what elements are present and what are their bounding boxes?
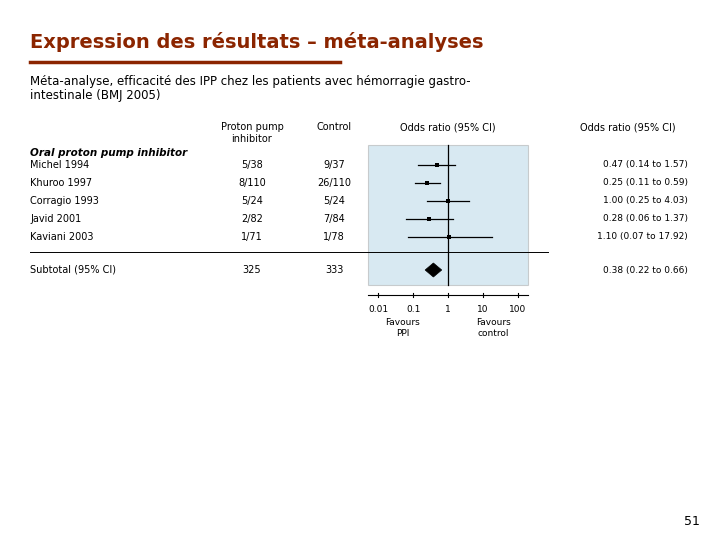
Text: Favours
PPI: Favours PPI [385,318,420,338]
Text: 1/78: 1/78 [323,232,345,242]
Text: 1: 1 [445,305,451,314]
Text: Odds ratio (95% CI): Odds ratio (95% CI) [400,122,496,132]
Text: Méta-analyse, efficacité des IPP chez les patients avec hémorragie gastro-: Méta-analyse, efficacité des IPP chez le… [30,75,471,88]
Text: Michel 1994: Michel 1994 [30,160,89,170]
Text: 26/110: 26/110 [317,178,351,188]
Bar [425,181,429,185]
Text: 10: 10 [477,305,489,314]
Text: 1.10 (0.07 to 17.92): 1.10 (0.07 to 17.92) [598,233,688,241]
Text: intestinale (BMJ 2005): intestinale (BMJ 2005) [30,89,161,102]
Text: 325: 325 [243,265,261,275]
Bar [447,235,451,239]
Text: Control: Control [316,122,351,132]
Text: 8/110: 8/110 [238,178,266,188]
Text: 5/24: 5/24 [241,196,263,206]
Text: Khuroo 1997: Khuroo 1997 [30,178,92,188]
Text: 1.00 (0.25 to 4.03): 1.00 (0.25 to 4.03) [603,197,688,206]
Bar [435,163,438,167]
Text: 5/38: 5/38 [241,160,263,170]
Text: 0.47 (0.14 to 1.57): 0.47 (0.14 to 1.57) [603,160,688,170]
Text: 0.25 (0.11 to 0.59): 0.25 (0.11 to 0.59) [603,179,688,187]
Text: Proton pump
inhibitor: Proton pump inhibitor [220,122,284,144]
Text: 51: 51 [684,515,700,528]
Text: 7/84: 7/84 [323,214,345,224]
Text: 0.1: 0.1 [406,305,420,314]
Polygon shape [425,263,442,277]
Text: Javid 2001: Javid 2001 [30,214,81,224]
Text: Corragio 1993: Corragio 1993 [30,196,99,206]
Bar [368,145,528,285]
Text: 100: 100 [509,305,526,314]
Text: Odds ratio (95% CI): Odds ratio (95% CI) [580,122,676,132]
Text: Kaviani 2003: Kaviani 2003 [30,232,94,242]
Text: 333: 333 [325,265,343,275]
Text: 0.28 (0.06 to 1.37): 0.28 (0.06 to 1.37) [603,214,688,224]
Text: 5/24: 5/24 [323,196,345,206]
Text: Expression des résultats – méta-analyses: Expression des résultats – méta-analyses [30,32,484,52]
Text: Favours
control: Favours control [476,318,510,338]
Text: 9/37: 9/37 [323,160,345,170]
Bar [446,199,450,203]
Bar [427,217,431,221]
Text: 2/82: 2/82 [241,214,263,224]
Text: 0.38 (0.22 to 0.66): 0.38 (0.22 to 0.66) [603,266,688,274]
Text: 0.01: 0.01 [369,305,389,314]
Text: 1/71: 1/71 [241,232,263,242]
Text: Subtotal (95% CI): Subtotal (95% CI) [30,265,116,275]
Text: Oral proton pump inhibitor: Oral proton pump inhibitor [30,148,187,158]
